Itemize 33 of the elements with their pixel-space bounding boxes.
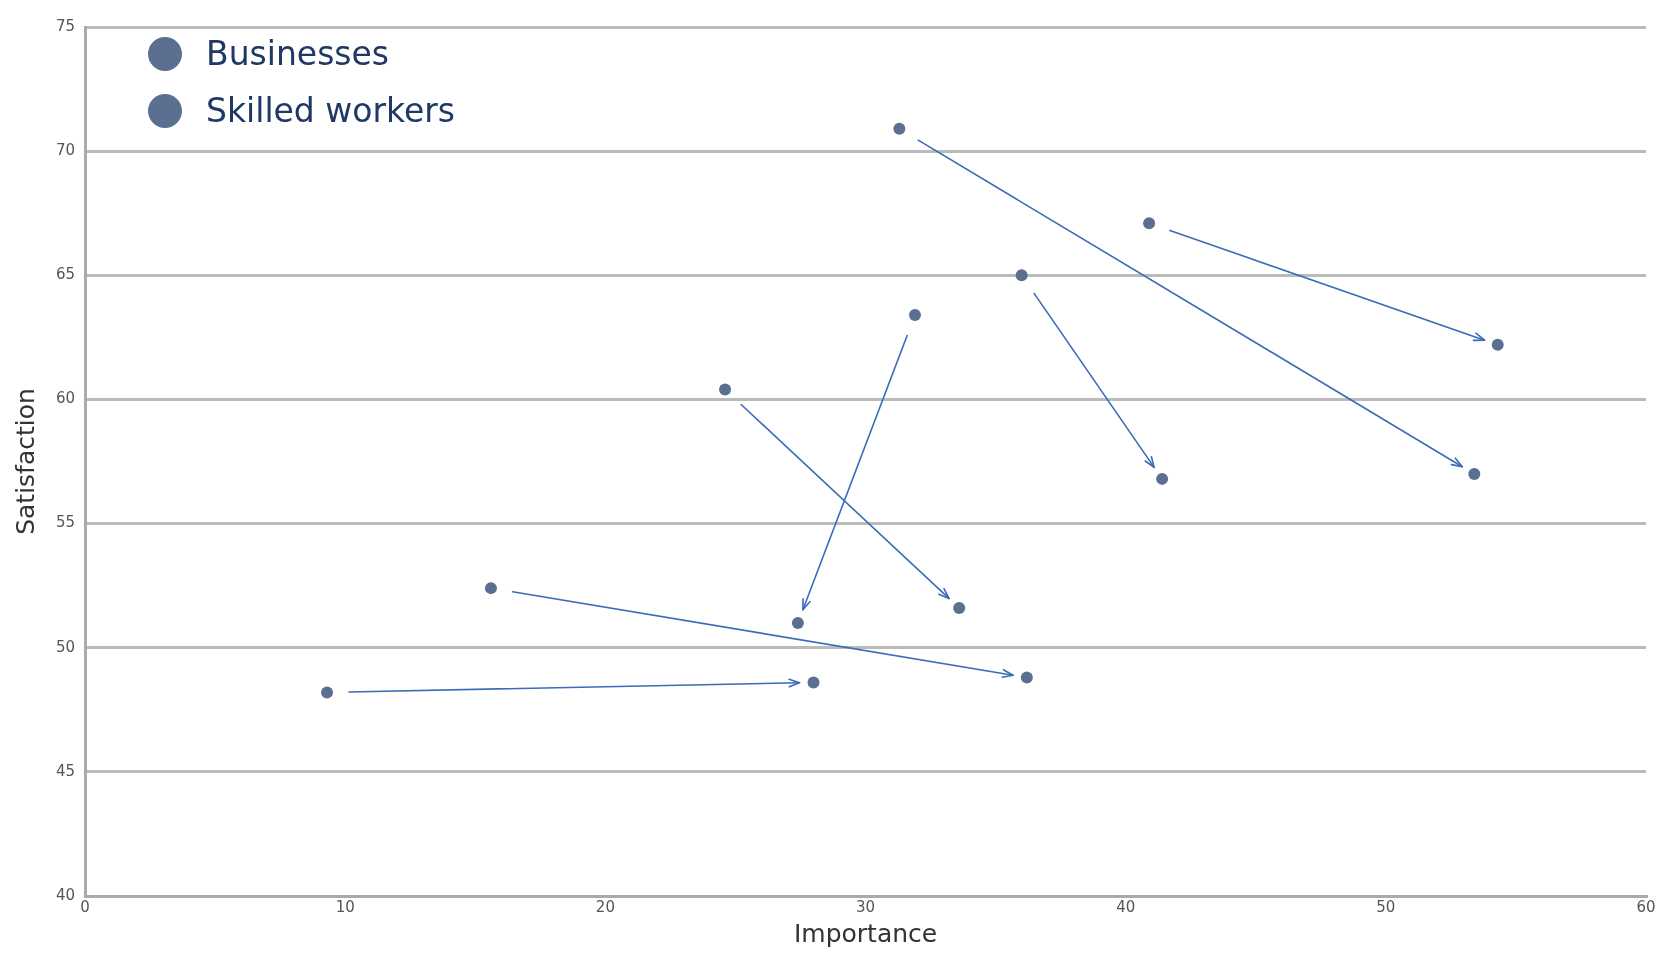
y-tick-label: 40 (55, 885, 76, 904)
point (719, 383, 732, 396)
y-tick-label: 45 (55, 761, 76, 780)
y-tick-label: 55 (55, 513, 76, 532)
x-axis-title: Importance (793, 918, 938, 948)
point (1468, 467, 1481, 480)
y-tick-label: 50 (55, 637, 76, 656)
point (484, 582, 497, 595)
y-tick-label: 65 (55, 265, 76, 284)
point (807, 676, 820, 689)
point (1143, 217, 1156, 230)
y-axis-title: Satisfaction (10, 388, 40, 535)
x-tick-label: 0 (80, 897, 90, 916)
point (893, 122, 906, 135)
legend-label: Skilled workers (206, 91, 456, 130)
point (1020, 671, 1033, 684)
point (1491, 338, 1504, 351)
legend-label: Businesses (206, 34, 390, 73)
point (953, 601, 966, 614)
point (321, 686, 334, 699)
y-tick-label: 70 (55, 141, 76, 160)
point (1156, 472, 1169, 485)
x-tick-label: 20 (595, 897, 615, 916)
point (908, 309, 921, 322)
y-tick-label: 60 (55, 389, 76, 408)
point (1015, 269, 1028, 282)
x-tick-label: 60 (1636, 897, 1656, 916)
y-tick-label: 75 (55, 16, 76, 35)
x-tick-label: 30 (856, 897, 876, 916)
x-tick-label: 40 (1116, 897, 1136, 916)
x-tick-label: 50 (1376, 897, 1396, 916)
x-tick-label: 10 (335, 897, 355, 916)
point (791, 616, 804, 629)
